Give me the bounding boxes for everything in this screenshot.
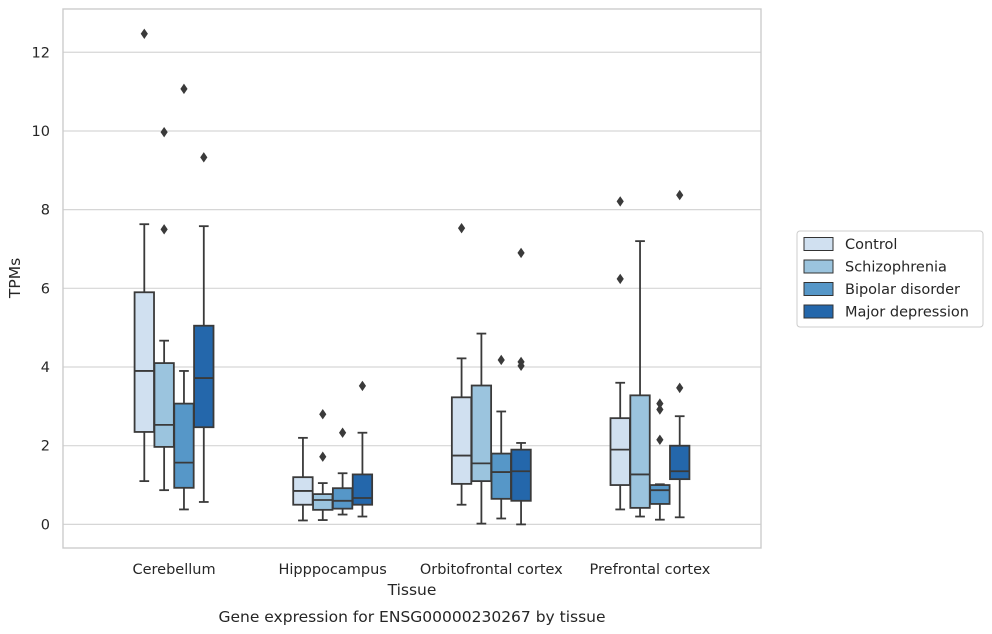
legend-items: Control Schizophrenia Bipolar disorder Majo… xyxy=(803,237,969,321)
legend: Control Schizophrenia Bipolar disorder Majo… xyxy=(796,230,984,328)
x-axis-title: Tissue xyxy=(387,581,437,599)
outlier-point xyxy=(497,354,505,366)
outlier-point xyxy=(457,222,466,234)
legend-swatch-bipolar-disorder xyxy=(803,282,834,296)
outlier-point xyxy=(319,451,327,462)
box-iqr xyxy=(669,444,691,481)
outlier-point xyxy=(200,152,208,163)
legend-swatch-control xyxy=(803,237,834,251)
box-layer xyxy=(133,28,691,526)
y-tick-label-8: 8 xyxy=(41,203,50,219)
outlier-point xyxy=(676,382,684,394)
outlier-point xyxy=(656,398,664,409)
box-control-prefrontal-cortex xyxy=(609,196,631,511)
legend-label-bipolar-disorder: Bipolar disorder xyxy=(845,282,960,298)
box-schizophrenia-prefrontal-cortex xyxy=(629,240,651,518)
box-bipolar-disorder-prefrontal-cortex xyxy=(649,398,671,521)
x-tick-label-hipppocampus: Hipppocampus xyxy=(279,562,387,578)
outlier-point xyxy=(656,404,664,415)
box-schizophrenia-hipppocampus xyxy=(312,409,334,521)
outlier-point xyxy=(358,380,367,392)
box-iqr xyxy=(490,452,512,500)
outlier-point xyxy=(180,83,188,95)
box-major-depression-hipppocampus xyxy=(351,380,374,518)
box-control-hipppocampus xyxy=(292,436,314,522)
y-tick-label-6: 6 xyxy=(41,281,50,297)
box-major-depression-prefrontal-cortex xyxy=(669,189,691,519)
box-iqr xyxy=(153,362,175,448)
box-control-orbitofrontal-cortex xyxy=(450,222,473,506)
legend-swatch-major-depression xyxy=(803,304,834,319)
box-iqr xyxy=(331,487,354,510)
outlier-point xyxy=(517,247,525,259)
box-iqr xyxy=(470,384,493,483)
outlier-point xyxy=(338,427,347,438)
legend-label-control: Control xyxy=(845,237,897,253)
legend-frame xyxy=(796,230,984,328)
box-schizophrenia-cerebellum xyxy=(153,126,175,492)
outlier-point xyxy=(616,273,624,285)
box-iqr xyxy=(351,473,374,506)
x-tick-label-cerebellum: Cerebellum xyxy=(132,562,215,578)
outlier-point xyxy=(517,356,525,368)
box-schizophrenia-orbitofrontal-cortex xyxy=(470,332,493,525)
outlier-point xyxy=(319,409,327,420)
x-tick-labels: Cerebellum Hipppocampus Orbitofrontal cort… xyxy=(132,562,710,578)
x-tick-label-prefrontal-cortex: Prefrontal cortex xyxy=(590,562,711,578)
box-bipolar-disorder-hipppocampus xyxy=(331,427,354,516)
y-tick-label-10: 10 xyxy=(32,124,50,140)
y-tick-label-0: 0 xyxy=(41,517,50,533)
box-bipolar-disorder-orbitofrontal-cortex xyxy=(490,354,512,520)
outlier-point xyxy=(616,196,624,207)
box-iqr xyxy=(450,396,473,485)
plot-area-frame xyxy=(62,8,762,549)
outlier-point xyxy=(160,224,168,235)
box-iqr xyxy=(510,448,532,502)
box-major-depression-orbitofrontal-cortex xyxy=(510,247,532,526)
box-iqr xyxy=(609,417,631,486)
box-iqr xyxy=(649,484,671,505)
outlier-point xyxy=(656,434,664,446)
box-bipolar-disorder-cerebellum xyxy=(173,83,195,511)
box-iqr xyxy=(173,402,195,489)
legend-label-major-depression: Major depression xyxy=(845,305,969,321)
box-control-cerebellum xyxy=(133,28,155,483)
gridlines xyxy=(63,51,761,525)
y-tick-label-2: 2 xyxy=(41,439,50,455)
box-iqr xyxy=(629,394,651,509)
box-iqr xyxy=(133,291,155,433)
legend-label-schizophrenia: Schizophrenia xyxy=(845,260,947,276)
box-iqr xyxy=(312,493,334,511)
outlier-point xyxy=(140,28,148,39)
y-tick-labels: 0 2 4 6 8 10 12 xyxy=(32,45,50,533)
outlier-point xyxy=(676,189,684,201)
box-major-depression-cerebellum xyxy=(193,152,215,503)
legend-swatch-schizophrenia xyxy=(803,259,834,274)
x-tick-label-orbitofrontal-cortex: Orbitofrontal cortex xyxy=(420,562,563,578)
chart-caption: Gene expression for ENSG00000230267 by t… xyxy=(218,608,605,626)
y-axis-title: TPMs xyxy=(6,258,24,299)
outlier-point xyxy=(160,126,168,138)
y-tick-label-4: 4 xyxy=(41,360,50,376)
box-iqr xyxy=(193,324,215,429)
y-tick-label-12: 12 xyxy=(32,45,50,61)
